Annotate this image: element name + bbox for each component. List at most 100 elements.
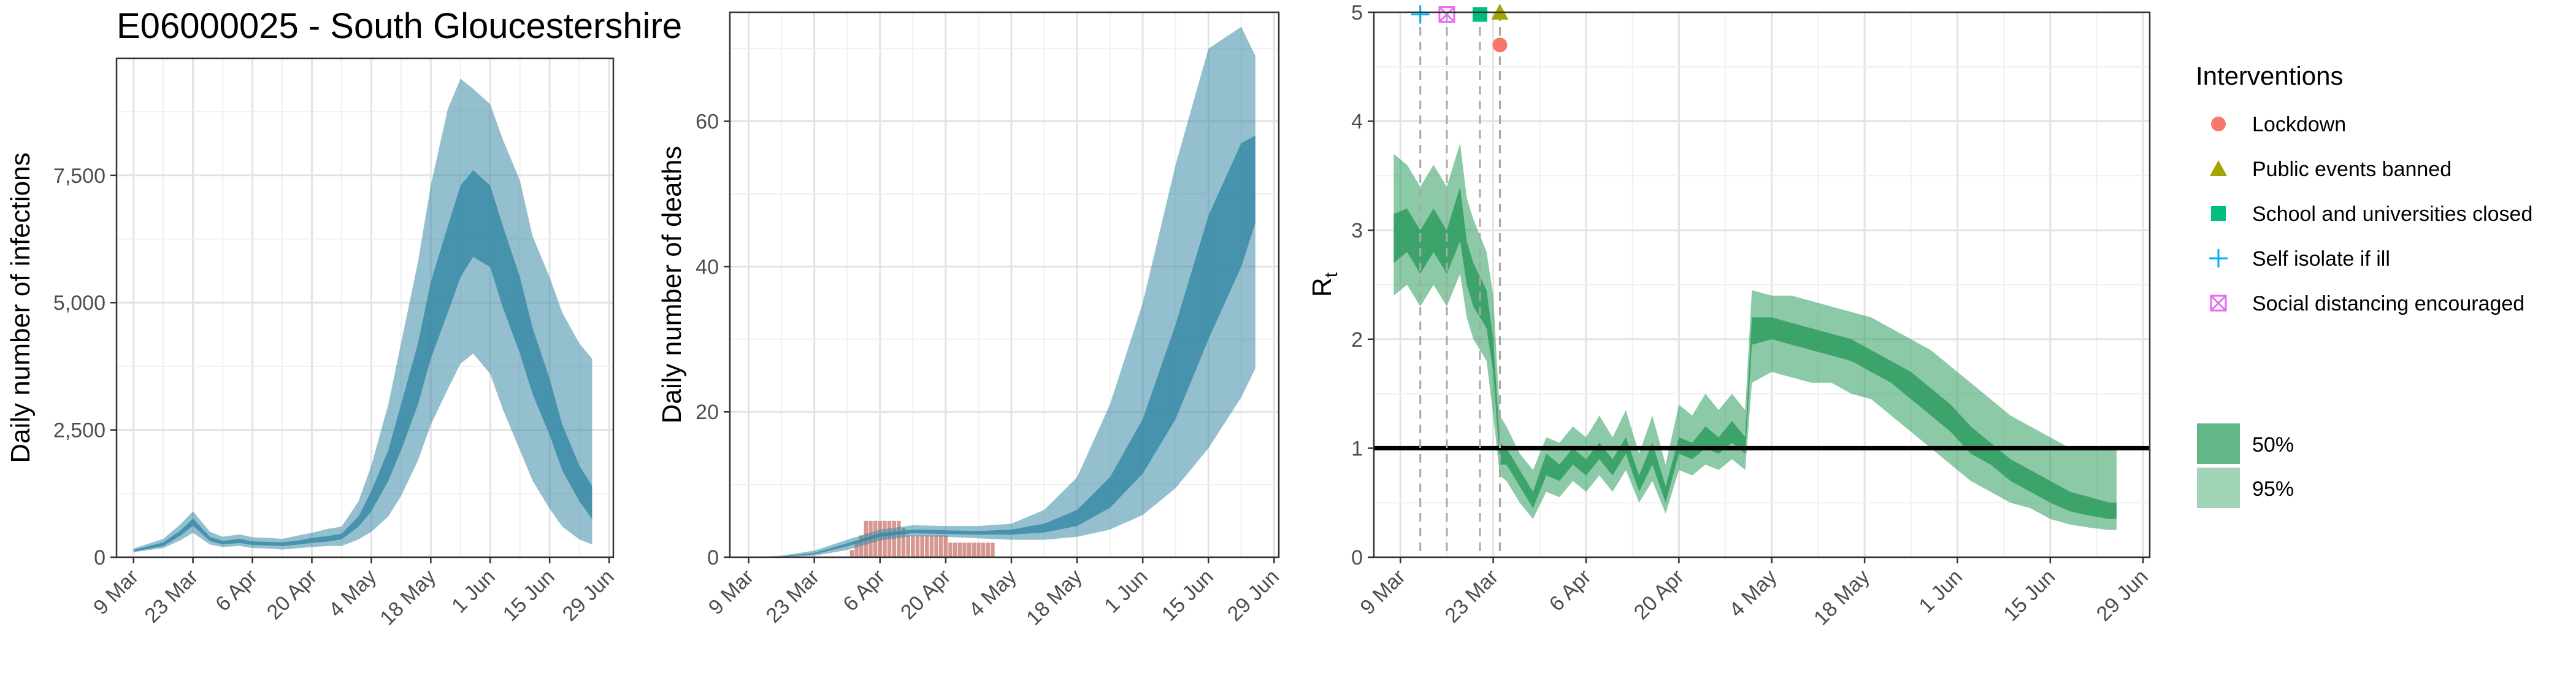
x-tick-label: 20 Apr	[896, 565, 955, 624]
y-tick-label: 1	[1351, 437, 1363, 460]
x-tick-label: 20 Apr	[263, 565, 321, 624]
reported-deaths-bar	[934, 535, 938, 557]
reported-deaths-bar	[892, 520, 896, 557]
legend-marker	[2210, 160, 2227, 176]
legend: Interventions Lockdown Public events banne…	[2196, 61, 2532, 508]
legend-band-swatch	[2197, 423, 2240, 464]
reported-deaths-bar	[957, 542, 962, 557]
x-tick-label: 4 May	[324, 565, 381, 622]
legend-label: Social distancing encouraged	[2252, 292, 2524, 315]
x-tick-label: 6 Apr	[838, 565, 889, 616]
x-tick-label: 23 Mar	[1441, 565, 1503, 628]
reported-deaths-bar	[962, 542, 967, 557]
x-tick-label: 29 Jun	[1223, 565, 1284, 626]
reported-deaths-bar	[948, 542, 953, 557]
deaths-panel: 0 20 40 60 9 Mar 23 Mar 6 Apr 20 Apr 4 May 18 May…	[657, 11, 1284, 630]
y-tick-label: 2,500	[53, 419, 105, 442]
legend-marker	[2210, 295, 2227, 312]
figure-title: E06000025 - South Gloucestershire	[117, 6, 682, 46]
legend-label: Lockdown	[2252, 113, 2346, 136]
band-50	[748, 136, 1255, 558]
x-tick-label: 1 Jun	[1100, 565, 1152, 618]
intervention-marker	[1411, 5, 1430, 24]
y-tick-label: 20	[696, 401, 719, 424]
reported-deaths-bar	[915, 535, 920, 557]
intervention-marker	[1492, 37, 1508, 53]
x-tick-label: 9 Mar	[1356, 565, 1410, 619]
reported-deaths-bar	[901, 528, 906, 557]
x-tick-label: 29 Jun	[2092, 565, 2153, 626]
reported-deaths-bar	[906, 535, 910, 557]
legend-band-label: 50%	[2252, 433, 2294, 457]
x-tick-label: 4 May	[964, 565, 1021, 622]
y-tick-label: 3	[1351, 219, 1363, 242]
legend-label: Self isolate if ill	[2252, 247, 2390, 271]
y-tick-label: 0	[1351, 546, 1363, 569]
x-tick-label: 9 Mar	[704, 565, 758, 619]
legend-label: School and universities closed	[2252, 203, 2532, 226]
reported-deaths-bar	[972, 542, 976, 557]
x-tick-label: 23 Mar	[762, 565, 824, 628]
legend-band-label: 95%	[2252, 477, 2294, 501]
reported-deaths-bar	[938, 535, 943, 557]
x-tick-label: 18 May	[1809, 565, 1874, 630]
intervention-marker	[1438, 6, 1455, 23]
legend-marker	[2211, 206, 2226, 221]
reported-deaths-bar	[911, 535, 915, 557]
reported-deaths-bar	[859, 535, 864, 557]
x-tick-label: 15 Jun	[1999, 565, 2060, 626]
x-tick-label: 6 Apr	[211, 565, 262, 616]
reported-deaths-bar	[854, 542, 859, 557]
reported-deaths-bar	[981, 542, 986, 557]
panel-border	[115, 57, 615, 558]
reported-deaths-bar	[849, 550, 854, 557]
y-axis-title-subscript: t	[1321, 272, 1341, 277]
x-tick-label: 20 Apr	[1630, 565, 1689, 624]
x-tick-label: 29 Jun	[558, 565, 619, 626]
y-tick-label: 7,500	[53, 164, 105, 188]
reported-deaths-bar	[953, 542, 957, 557]
y-axis-title: Rt	[1307, 272, 1341, 297]
reported-deaths-bar	[920, 535, 924, 557]
y-tick-label: 60	[696, 110, 719, 134]
y-tick-label: 40	[696, 255, 719, 279]
panel-border	[729, 11, 1280, 558]
legend-label: Public events banned	[2252, 158, 2451, 181]
reported-deaths-bar	[991, 542, 995, 557]
reported-deaths-bar	[897, 520, 901, 557]
x-tick-label: 1 Jun	[1914, 565, 1967, 618]
y-tick-label: 5,000	[53, 291, 105, 315]
x-tick-label: 9 Mar	[89, 565, 143, 619]
reported-deaths-bar	[967, 542, 972, 557]
reported-deaths-bar	[943, 535, 948, 557]
y-tick-label: 0	[94, 546, 105, 569]
reported-deaths-bar	[976, 542, 981, 557]
y-axis-title: Daily number of infections	[6, 152, 36, 463]
y-tick-label: 5	[1351, 1, 1363, 25]
panel-border	[1373, 11, 2151, 558]
intervention-marker	[1472, 7, 1487, 22]
y-tick-label: 2	[1351, 328, 1363, 352]
x-tick-label: 1 Jun	[447, 565, 500, 618]
y-tick-label: 4	[1351, 110, 1363, 134]
legend-marker	[2209, 249, 2228, 268]
reported-deaths-bar	[929, 535, 934, 557]
legend-marker	[2211, 117, 2226, 131]
x-tick-label: 18 May	[375, 565, 440, 630]
reported-deaths-bar	[925, 535, 929, 557]
band-95	[748, 26, 1255, 557]
y-axis-title: Daily number of deaths	[657, 146, 687, 423]
x-tick-label: 18 May	[1022, 565, 1087, 630]
y-tick-label: 0	[707, 546, 719, 569]
legend-band-swatch	[2197, 468, 2240, 508]
x-tick-label: 4 May	[1725, 565, 1781, 622]
x-tick-label: 15 Jun	[499, 565, 559, 626]
legend-title: Interventions	[2196, 61, 2343, 90]
x-tick-label: 6 Apr	[1545, 565, 1596, 616]
rt-panel: 0 1 2 3 4 5 9 Mar 23 Mar 6 Apr 20 Apr 4 May 18 May 1…	[1307, 1, 2153, 630]
band-50	[1393, 187, 2117, 519]
x-tick-label: 23 Mar	[140, 565, 203, 628]
reported-deaths-bar	[986, 542, 990, 557]
